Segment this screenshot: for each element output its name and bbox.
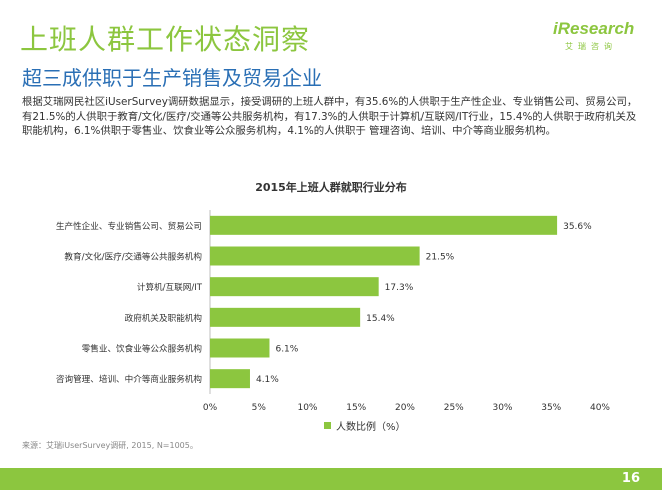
value-label: 17.3%: [385, 283, 414, 293]
bar: [210, 277, 379, 297]
bar: [210, 338, 270, 358]
x-tick-label: 5%: [252, 403, 267, 413]
x-tick-label: 15%: [346, 403, 366, 413]
x-tick-label: 20%: [395, 403, 415, 413]
category-label: 生产性企业、专业销售公司、贸易公司: [56, 220, 202, 232]
bar: [210, 246, 420, 266]
bar: [210, 307, 361, 327]
bar: [210, 215, 558, 235]
x-tick-label: 30%: [492, 403, 512, 413]
source-note: 来源：艾瑞iUserSurvey调研, 2015, N=1005。: [22, 441, 198, 450]
x-tick-label: 0%: [203, 403, 218, 413]
chart-title: 2015年上班人群就职行业分布: [255, 181, 407, 194]
category-label: 零售业、饮食业等公众服务机构: [82, 343, 203, 355]
x-tick-label: 25%: [444, 403, 464, 413]
logo-subtitle: 艾瑞咨询: [565, 42, 617, 51]
iresearch-logo: iResearch 艾瑞咨询: [553, 19, 643, 52]
value-label: 35.6%: [563, 222, 592, 232]
page-subtitle: 超三成供职于生产销售及贸易企业: [22, 66, 322, 90]
category-label: 政府机关及职能机构: [125, 312, 203, 324]
x-tick-label: 10%: [297, 403, 317, 413]
value-label: 6.1%: [275, 345, 298, 355]
x-tick-label: 40%: [590, 403, 610, 413]
chart-legend: 人数比例（%）: [324, 418, 406, 433]
category-label: 计算机/互联网/IT: [137, 281, 203, 293]
bar: [210, 369, 250, 389]
category-label: 教育/文化/医疗/交通等公共服务机构: [64, 251, 202, 263]
page-number: 16: [621, 471, 640, 486]
summary-paragraph: 根据艾瑞网民社区iUserSurvey调研数据显示，接受调研的上班人群中，有35…: [22, 96, 638, 137]
footer-bar: 16: [0, 468, 662, 490]
category-label: 咨询管理、培训、中介等商业服务机构: [56, 373, 203, 385]
value-label: 4.1%: [256, 375, 279, 385]
logo-wordmark: iResearch: [553, 19, 635, 38]
page-title: 上班人群工作状态洞察: [20, 23, 311, 56]
value-label: 21.5%: [426, 253, 455, 263]
legend-swatch: [324, 422, 331, 429]
value-label: 15.4%: [366, 314, 395, 324]
x-tick-label: 35%: [541, 403, 561, 413]
legend-label: 人数比例（%）: [336, 422, 406, 433]
